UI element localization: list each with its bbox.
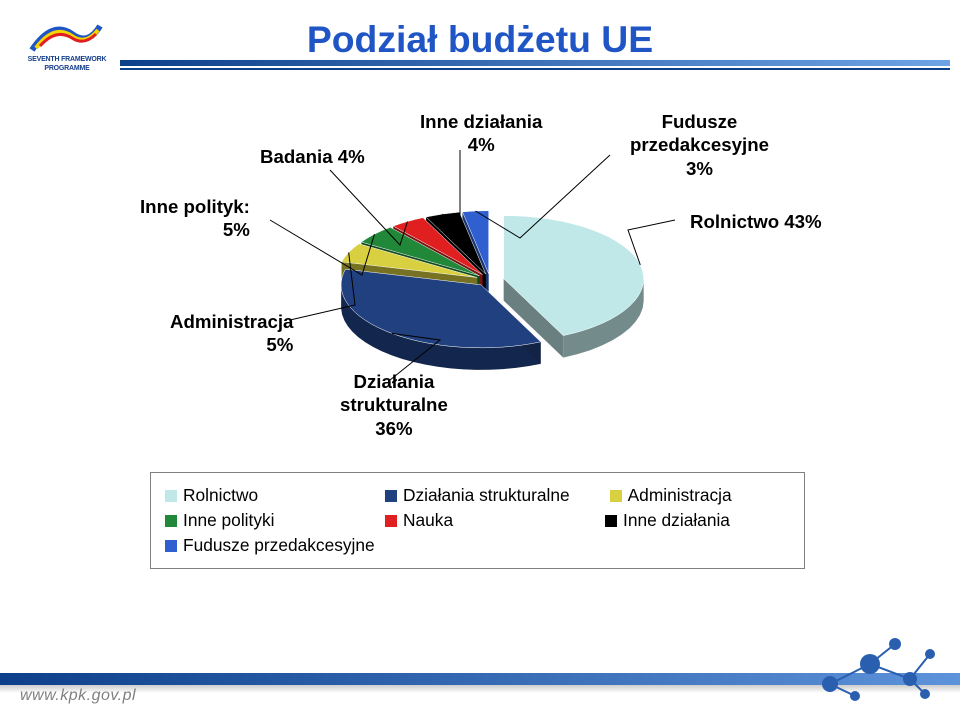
- header-divider: [120, 60, 950, 66]
- legend-item-6: Fudusze przedakcesyjne: [165, 535, 375, 556]
- legend-item-2: Administracja: [610, 485, 790, 506]
- footer-url: www.kpk.gov.pl: [20, 687, 136, 705]
- legend-row: Fudusze przedakcesyjne: [165, 535, 790, 556]
- legend-row: Inne polityki Nauka Inne działania: [165, 510, 790, 531]
- legend-label: Administracja: [628, 485, 732, 506]
- legend-label: Działania strukturalne: [403, 485, 570, 506]
- legend-swatch: [610, 490, 622, 502]
- legend-swatch: [385, 490, 397, 502]
- footer-network-icon: [800, 634, 950, 709]
- chart-legend: Rolnictwo Działania strukturalne Administr…: [150, 472, 805, 569]
- legend-item-5: Inne działania: [605, 510, 785, 531]
- legend-item-0: Rolnictwo: [165, 485, 345, 506]
- pie-chart: Rolnictwo 43% Działaniastrukturalne36% Adm…: [130, 90, 830, 450]
- fp7-label-2: PROGRAMME: [22, 65, 112, 72]
- legend-swatch: [165, 515, 177, 527]
- fp7-label-1: SEVENTH FRAMEWORK: [22, 56, 112, 63]
- callout-inne_dzialania: Inne działania4%: [420, 110, 542, 157]
- legend-swatch: [165, 490, 177, 502]
- legend-label: Inne polityki: [183, 510, 275, 531]
- fp7-logo: SEVENTH FRAMEWORK PROGRAMME: [22, 10, 112, 73]
- legend-label: Inne działania: [623, 510, 730, 531]
- callout-strukturalne: Działaniastrukturalne36%: [340, 370, 448, 440]
- legend-swatch: [385, 515, 397, 527]
- legend-swatch: [605, 515, 617, 527]
- callout-polityki: Inne polityk:5%: [140, 195, 250, 242]
- callout-nauka: Badania 4%: [260, 145, 365, 168]
- legend-item-1: Działania strukturalne: [385, 485, 570, 506]
- legend-row: Rolnictwo Działania strukturalne Administr…: [165, 485, 790, 506]
- callout-rolnictwo: Rolnictwo 43%: [690, 210, 822, 233]
- legend-item-3: Inne polityki: [165, 510, 345, 531]
- callout-przedakcesyjne: Fuduszeprzedakcesyjne3%: [630, 110, 769, 180]
- legend-swatch: [165, 540, 177, 552]
- legend-label: Rolnictwo: [183, 485, 258, 506]
- legend-label: Nauka: [403, 510, 453, 531]
- legend-label: Fudusze przedakcesyjne: [183, 535, 375, 556]
- page-title: Podział budżetu UE: [0, 18, 960, 61]
- legend-item-4: Nauka: [385, 510, 565, 531]
- header-divider-thin: [120, 68, 950, 70]
- callout-administracja: Administracja5%: [170, 310, 293, 357]
